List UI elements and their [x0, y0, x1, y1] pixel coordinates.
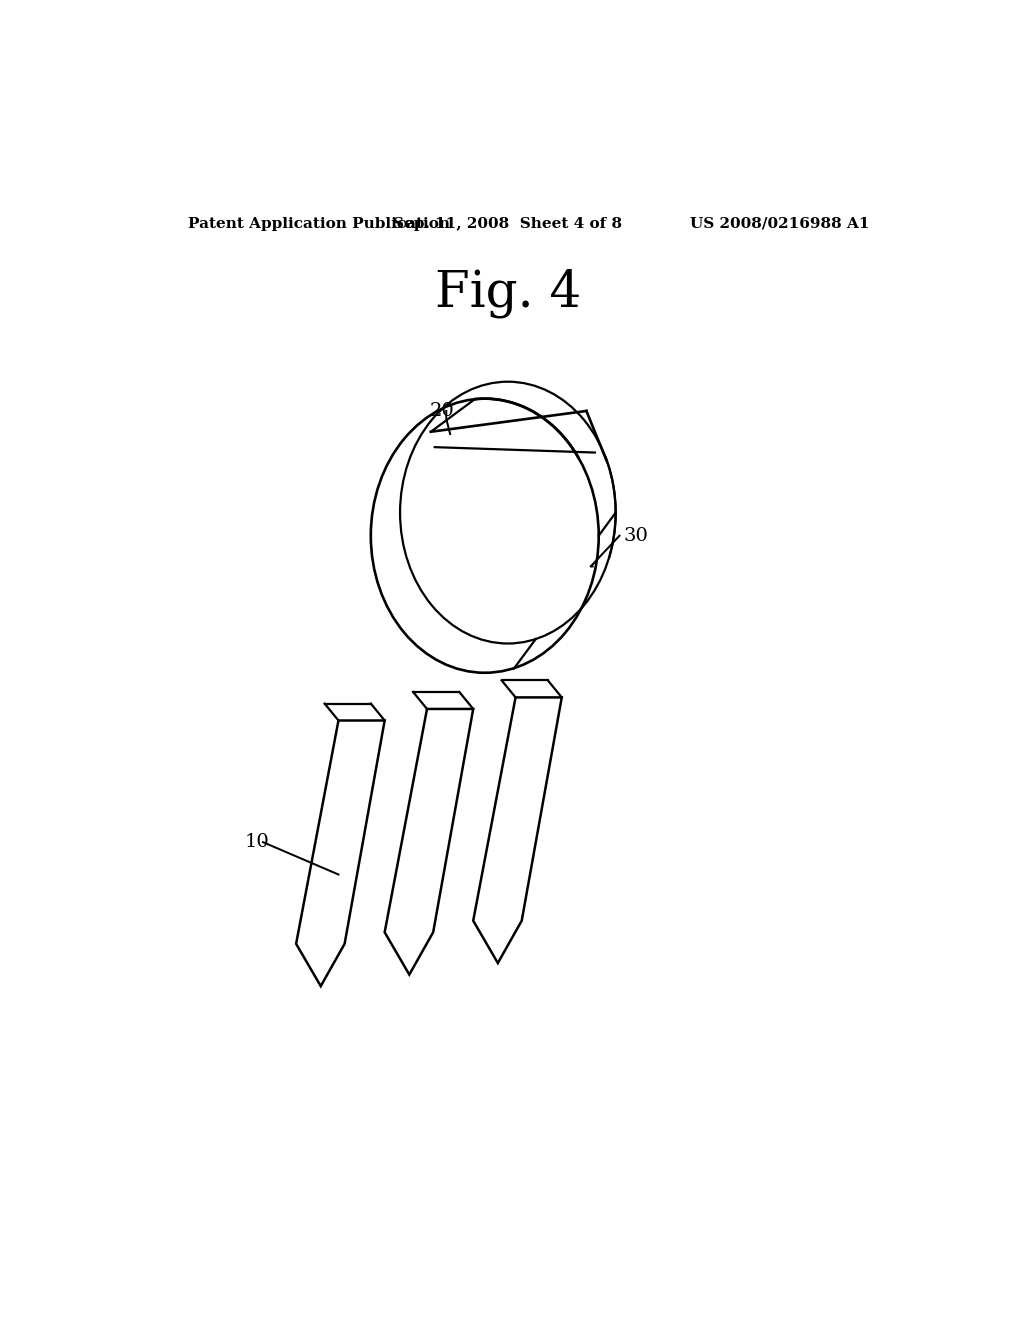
Text: 20: 20 — [429, 403, 454, 420]
Text: Sep. 11, 2008  Sheet 4 of 8: Sep. 11, 2008 Sheet 4 of 8 — [393, 216, 623, 231]
Text: Patent Application Publication: Patent Application Publication — [188, 216, 451, 231]
Text: Fig. 4: Fig. 4 — [435, 268, 581, 318]
Text: 10: 10 — [245, 833, 269, 851]
Text: US 2008/0216988 A1: US 2008/0216988 A1 — [690, 216, 869, 231]
Text: 30: 30 — [624, 527, 648, 545]
